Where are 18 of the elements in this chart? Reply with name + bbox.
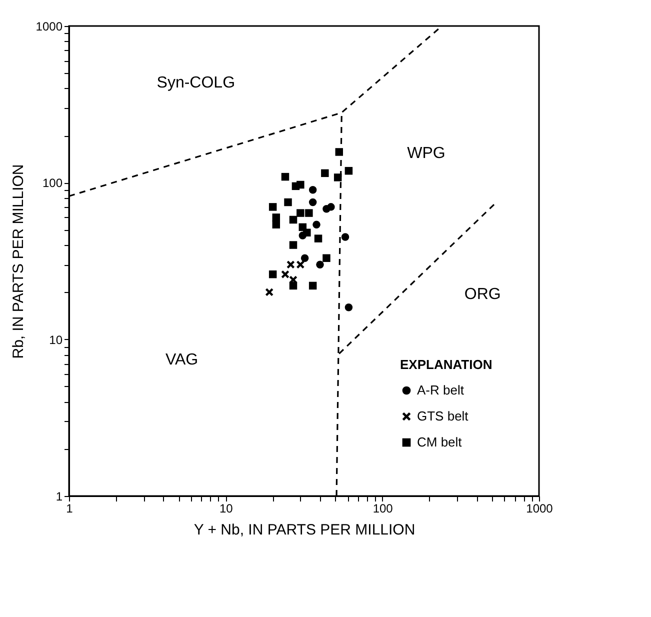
legend-title: EXPLANATION (400, 357, 492, 372)
annotation: VAG (165, 352, 198, 369)
legend-label: CM belt (417, 434, 462, 450)
annotation: WPG (407, 144, 446, 162)
x-tick-label: 10 (219, 502, 234, 516)
legend-label: GTS belt (417, 408, 469, 424)
x-tick-label: 1 (66, 502, 74, 516)
y-axis-title: Rb, IN PARTS PER MILLION (10, 164, 27, 359)
x-tick-label: 1000 (526, 502, 554, 516)
x-axis-title: Y + Nb, IN PARTS PER MILLION (194, 522, 416, 538)
y-tick-label: 1000 (36, 20, 63, 34)
y-tick-label: 1 (56, 490, 63, 504)
x-tick-label: 100 (372, 502, 394, 516)
legend-label: A-R belt (417, 382, 464, 398)
y-tick-label: 10 (49, 332, 63, 347)
annotation: Syn-COLG (156, 74, 236, 92)
y-tick-label: 100 (42, 176, 63, 190)
annotation: ORG (464, 286, 501, 303)
